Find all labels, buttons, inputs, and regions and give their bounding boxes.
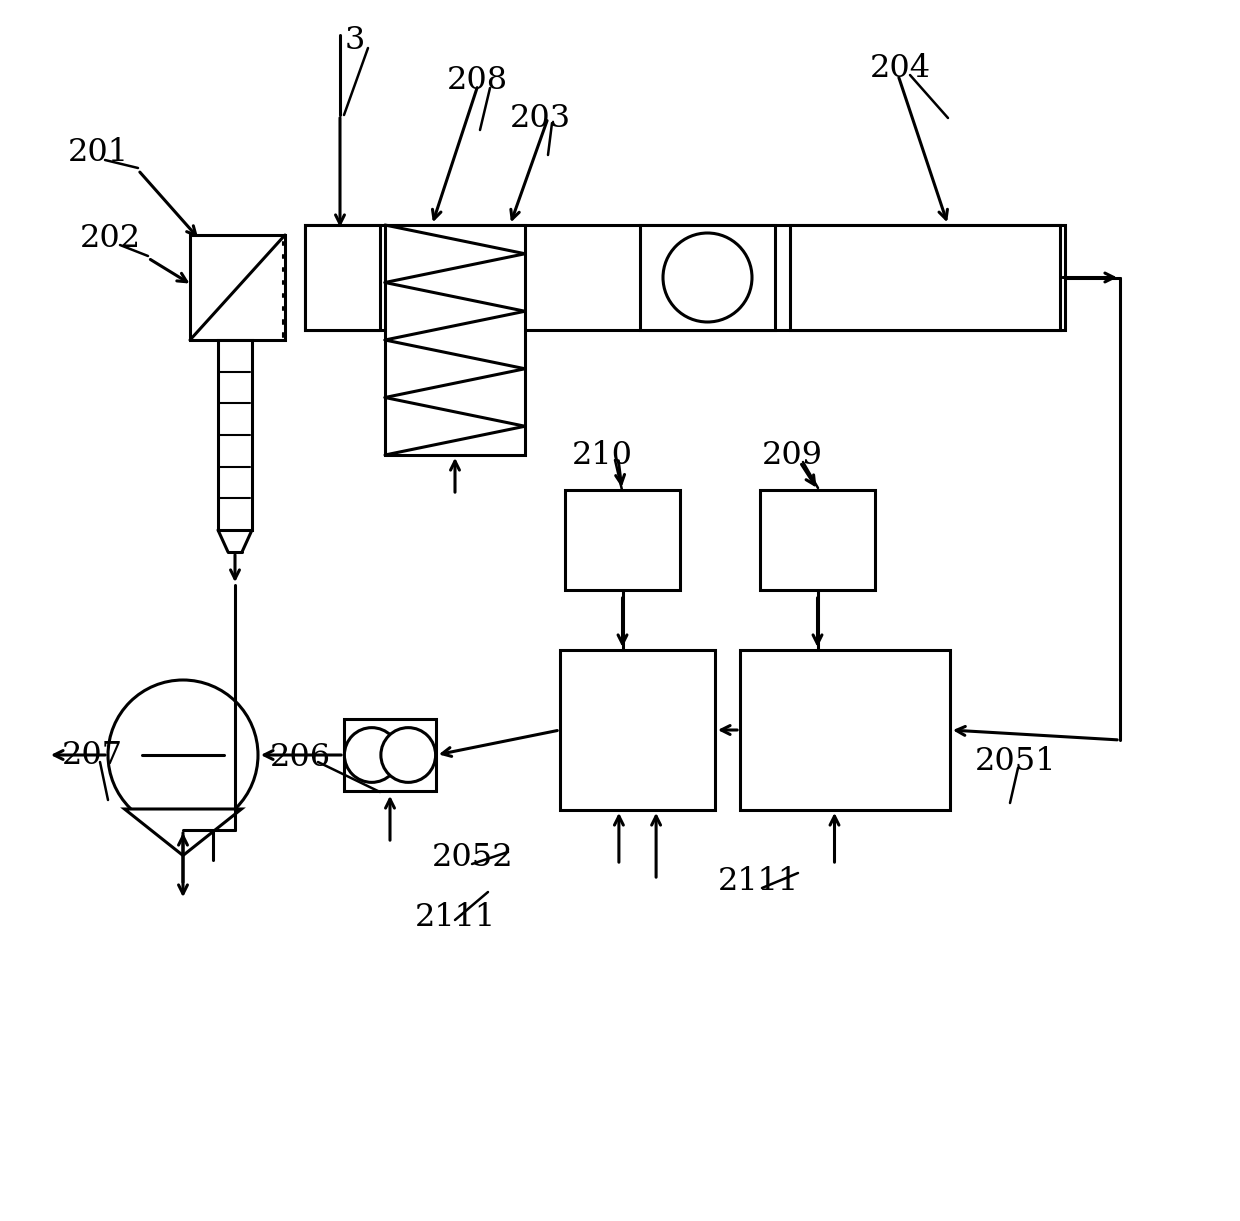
- Text: 206: 206: [270, 742, 331, 773]
- Text: 204: 204: [870, 53, 931, 83]
- Text: 2052: 2052: [432, 842, 513, 873]
- Text: 201: 201: [68, 137, 129, 167]
- Text: 2111: 2111: [415, 902, 496, 934]
- Bar: [740, 650, 950, 810]
- Text: 3: 3: [345, 24, 366, 55]
- Circle shape: [663, 233, 751, 322]
- Circle shape: [345, 728, 399, 783]
- Bar: [560, 650, 715, 810]
- Text: 203: 203: [510, 103, 572, 133]
- Text: 207: 207: [62, 740, 123, 770]
- Bar: [305, 225, 379, 330]
- Bar: [305, 225, 1065, 330]
- Text: 2111: 2111: [718, 867, 799, 897]
- Text: 209: 209: [763, 440, 823, 470]
- Bar: [565, 490, 680, 590]
- Text: 210: 210: [572, 440, 632, 470]
- Bar: [640, 225, 775, 330]
- Bar: [343, 719, 436, 791]
- Bar: [190, 234, 285, 339]
- Text: 202: 202: [81, 222, 141, 254]
- Text: 208: 208: [446, 65, 508, 95]
- Polygon shape: [124, 810, 242, 856]
- Bar: [760, 490, 875, 590]
- Text: 2051: 2051: [975, 746, 1056, 778]
- Bar: [790, 225, 1060, 330]
- Bar: [218, 339, 252, 530]
- Circle shape: [381, 728, 435, 783]
- Bar: [384, 225, 525, 455]
- Circle shape: [108, 680, 258, 830]
